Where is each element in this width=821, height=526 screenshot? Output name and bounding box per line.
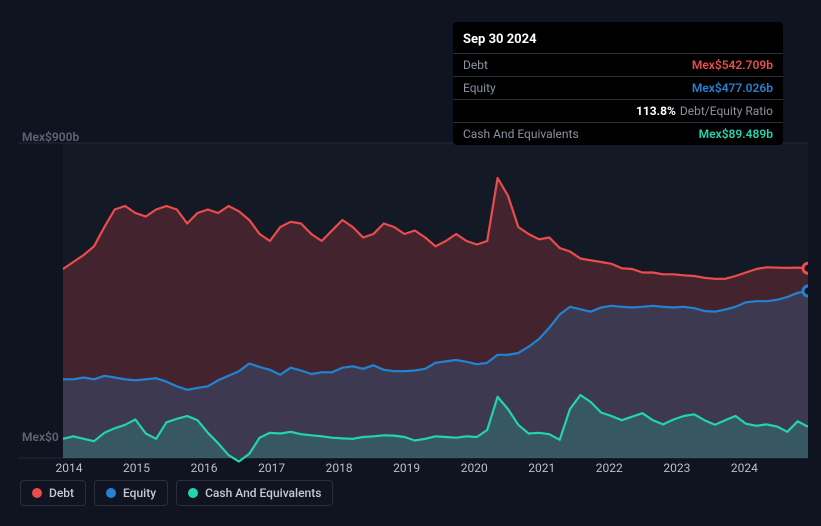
equity-color-icon xyxy=(106,488,116,498)
x-axis-tick: 2019 xyxy=(393,461,420,475)
legend-item-equity[interactable]: Equity xyxy=(94,480,168,506)
legend-item-cash[interactable]: Cash And Equivalents xyxy=(176,480,333,506)
tooltip-ratio-label: Debt/Equity Ratio xyxy=(680,104,773,118)
x-axis-tick: 2017 xyxy=(258,461,285,475)
legend-label: Cash And Equivalents xyxy=(205,486,321,500)
tooltip-value: Mex$89.489b xyxy=(699,127,773,141)
tooltip-value: Mex$542.709b xyxy=(692,58,773,72)
cash-color-icon xyxy=(188,488,198,498)
legend-item-debt[interactable]: Debt xyxy=(20,480,86,506)
x-axis-tick: 2018 xyxy=(326,461,353,475)
legend-label: Equity xyxy=(123,486,156,500)
chart-legend: Debt Equity Cash And Equivalents xyxy=(20,480,333,506)
x-axis-tick: 2022 xyxy=(596,461,623,475)
x-axis-tick: 2021 xyxy=(528,461,555,475)
tooltip-ratio: 113.8% Debt/Equity Ratio xyxy=(636,104,773,118)
tooltip-label: Cash And Equivalents xyxy=(463,127,579,141)
x-axis-tick: 2015 xyxy=(123,461,150,475)
chart-tooltip: Sep 30 2024 Debt Mex$542.709b Equity Mex… xyxy=(453,22,783,145)
legend-label: Debt xyxy=(49,486,74,500)
tooltip-row-ratio: 113.8% Debt/Equity Ratio xyxy=(453,99,783,122)
tooltip-ratio-pct: 113.8% xyxy=(636,104,676,118)
tooltip-date: Sep 30 2024 xyxy=(453,28,783,53)
tooltip-row-debt: Debt Mex$542.709b xyxy=(453,53,783,76)
tooltip-label: Equity xyxy=(463,81,496,95)
x-axis-tick: 2016 xyxy=(191,461,218,475)
x-axis-tick: 2024 xyxy=(731,461,758,475)
debt-color-icon xyxy=(32,488,42,498)
x-axis-tick: 2014 xyxy=(56,461,83,475)
tooltip-value: Mex$477.026b xyxy=(692,81,773,95)
x-axis-tick: 2023 xyxy=(663,461,690,475)
tooltip-label: Debt xyxy=(463,58,488,72)
x-axis-tick: 2020 xyxy=(461,461,488,475)
chart-container: Sep 30 2024 Debt Mex$542.709b Equity Mex… xyxy=(18,18,803,508)
tooltip-row-cash: Cash And Equivalents Mex$89.489b xyxy=(453,122,783,145)
tooltip-row-equity: Equity Mex$477.026b xyxy=(453,76,783,99)
